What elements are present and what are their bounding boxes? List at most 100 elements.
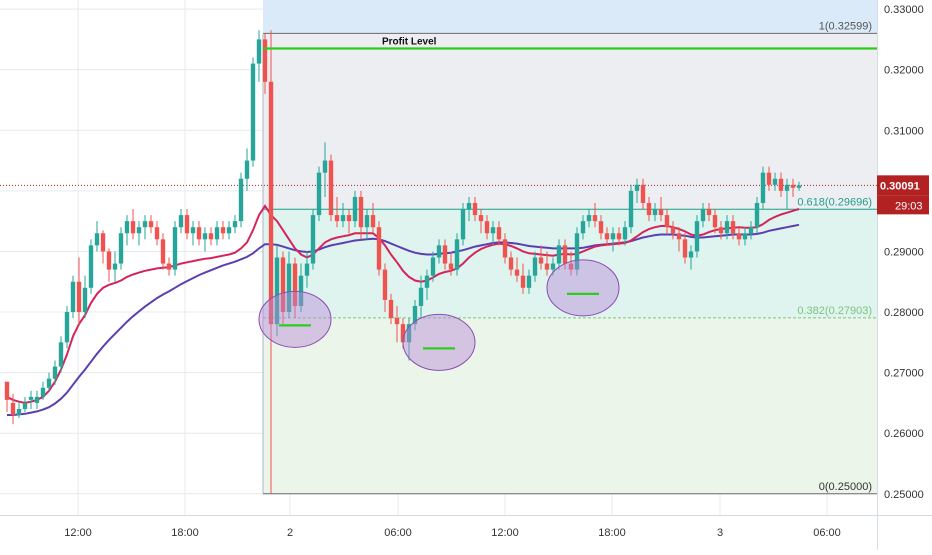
candle[interactable] — [16, 402, 22, 419]
candle[interactable] — [562, 239, 568, 270]
candle[interactable] — [58, 336, 64, 373]
candle[interactable] — [256, 30, 262, 82]
candle[interactable] — [322, 142, 328, 197]
candle[interactable] — [700, 202, 706, 228]
candle[interactable] — [238, 172, 244, 228]
candle[interactable] — [454, 233, 460, 276]
candle[interactable] — [82, 275, 88, 319]
candle[interactable] — [220, 221, 226, 240]
candle[interactable] — [448, 251, 454, 276]
candle[interactable] — [310, 209, 316, 270]
candle[interactable] — [304, 251, 310, 288]
candle[interactable] — [472, 196, 478, 222]
candle[interactable] — [298, 263, 304, 313]
candle[interactable] — [268, 30, 274, 494]
candle[interactable] — [226, 221, 232, 240]
candle[interactable] — [184, 209, 190, 240]
candle[interactable] — [118, 227, 124, 270]
candle[interactable] — [34, 390, 40, 409]
candle[interactable] — [484, 215, 490, 240]
candle[interactable] — [508, 251, 514, 276]
candle[interactable] — [646, 196, 652, 222]
candle[interactable] — [280, 251, 286, 325]
candle[interactable] — [778, 172, 784, 197]
candle[interactable] — [94, 221, 100, 252]
candle[interactable] — [46, 372, 52, 391]
candle[interactable] — [4, 381, 10, 412]
candle[interactable] — [610, 227, 616, 252]
candle[interactable] — [556, 239, 562, 270]
candle[interactable] — [382, 263, 388, 313]
candle[interactable] — [658, 196, 664, 222]
candle[interactable] — [460, 202, 466, 246]
candle[interactable] — [544, 251, 550, 276]
candle[interactable] — [232, 215, 238, 234]
fibonacci-retracement[interactable] — [262, 0, 877, 495]
candle[interactable] — [412, 299, 418, 331]
candle[interactable] — [664, 209, 670, 234]
candle[interactable] — [40, 381, 46, 400]
candle[interactable] — [160, 233, 166, 270]
candle[interactable] — [424, 269, 430, 300]
candle[interactable] — [196, 221, 202, 246]
candle[interactable] — [88, 239, 94, 294]
candle[interactable] — [430, 251, 436, 282]
candle[interactable] — [772, 172, 778, 191]
candle[interactable] — [634, 178, 640, 203]
candle[interactable] — [502, 233, 508, 264]
candle[interactable] — [406, 318, 412, 361]
candle[interactable] — [574, 227, 580, 276]
candle[interactable] — [22, 396, 28, 412]
candle[interactable] — [106, 248, 112, 282]
candle[interactable] — [676, 227, 682, 252]
support-circle[interactable] — [402, 313, 476, 371]
support-circle[interactable] — [546, 259, 620, 317]
candle[interactable] — [580, 215, 586, 240]
candle[interactable] — [130, 209, 136, 240]
candle[interactable] — [796, 181, 802, 191]
candle[interactable] — [292, 257, 298, 319]
candle[interactable] — [28, 390, 34, 409]
candle[interactable] — [10, 393, 16, 425]
candle[interactable] — [136, 221, 142, 246]
candle[interactable] — [532, 251, 538, 282]
candle[interactable] — [568, 251, 574, 276]
candle[interactable] — [490, 221, 496, 246]
candle[interactable] — [262, 33, 268, 94]
candle[interactable] — [694, 215, 700, 258]
candle[interactable] — [418, 275, 424, 319]
candle[interactable] — [628, 184, 634, 234]
candle[interactable] — [526, 269, 532, 294]
candle[interactable] — [190, 221, 196, 246]
candle[interactable] — [436, 239, 442, 264]
candle[interactable] — [340, 202, 346, 228]
candle[interactable] — [112, 251, 118, 282]
candle[interactable] — [748, 221, 754, 240]
candle[interactable] — [478, 209, 484, 234]
candle[interactable] — [352, 190, 358, 228]
annotations[interactable]: Profit Level 1(0.32599) 0.618(0.29696) 0.38… — [258, 20, 877, 493]
candle[interactable] — [154, 221, 160, 246]
candle[interactable] — [682, 233, 688, 264]
candle[interactable] — [730, 215, 736, 240]
candle[interactable] — [202, 227, 208, 252]
candle[interactable] — [376, 221, 382, 276]
candle[interactable] — [586, 209, 592, 228]
candle[interactable] — [388, 293, 394, 325]
candle[interactable] — [328, 154, 334, 222]
candle[interactable] — [358, 190, 364, 240]
candle[interactable] — [496, 221, 502, 246]
candle[interactable] — [334, 196, 340, 228]
candle[interactable] — [616, 227, 622, 246]
candle[interactable] — [736, 227, 742, 246]
candle[interactable] — [250, 57, 256, 167]
candle[interactable] — [760, 166, 766, 210]
candle[interactable] — [640, 178, 646, 210]
support-circle[interactable] — [258, 290, 332, 348]
candle[interactable] — [538, 245, 544, 270]
candle[interactable] — [166, 257, 172, 276]
candle[interactable] — [76, 257, 82, 325]
candle[interactable] — [64, 305, 70, 349]
candle[interactable] — [244, 148, 250, 191]
